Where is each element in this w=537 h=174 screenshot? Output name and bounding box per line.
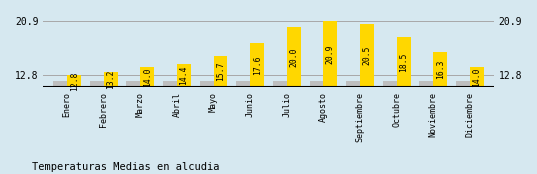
Bar <box>90 81 104 87</box>
Bar <box>383 81 397 87</box>
Bar <box>104 72 118 87</box>
Bar <box>419 81 433 87</box>
Text: 15.7: 15.7 <box>216 61 225 81</box>
Bar <box>250 43 264 87</box>
Text: 20.0: 20.0 <box>289 47 298 67</box>
Text: 13.2: 13.2 <box>106 70 115 89</box>
Bar <box>360 24 374 87</box>
Text: 17.6: 17.6 <box>252 55 262 75</box>
Bar <box>214 56 228 87</box>
Bar <box>236 81 250 87</box>
Bar <box>287 27 301 87</box>
Bar <box>309 81 323 87</box>
Text: 20.5: 20.5 <box>362 45 372 65</box>
Text: 20.9: 20.9 <box>326 44 335 64</box>
Bar <box>53 81 67 87</box>
Bar <box>200 81 214 87</box>
Bar <box>433 52 447 87</box>
Bar <box>273 81 287 87</box>
Text: 16.3: 16.3 <box>436 59 445 79</box>
Bar <box>397 37 411 87</box>
Text: Temperaturas Medias en alcudia: Temperaturas Medias en alcudia <box>32 162 220 172</box>
Text: 18.5: 18.5 <box>399 52 408 72</box>
Bar <box>67 75 81 87</box>
Bar <box>323 21 337 87</box>
Bar <box>126 81 140 87</box>
Text: 12.8: 12.8 <box>70 71 78 90</box>
Bar <box>177 64 191 87</box>
Bar <box>470 67 484 87</box>
Bar <box>163 81 177 87</box>
Bar <box>346 81 360 87</box>
Text: 14.0: 14.0 <box>143 67 152 86</box>
Text: 14.0: 14.0 <box>473 67 481 86</box>
Bar <box>456 81 470 87</box>
Bar <box>140 67 154 87</box>
Text: 14.4: 14.4 <box>179 66 188 85</box>
